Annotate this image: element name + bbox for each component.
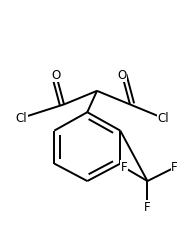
Text: Cl: Cl xyxy=(157,111,169,125)
Text: F: F xyxy=(171,161,178,174)
Text: F: F xyxy=(144,201,151,214)
Text: Cl: Cl xyxy=(16,111,27,125)
Text: O: O xyxy=(118,69,127,82)
Text: F: F xyxy=(121,161,127,174)
Text: O: O xyxy=(52,69,61,82)
